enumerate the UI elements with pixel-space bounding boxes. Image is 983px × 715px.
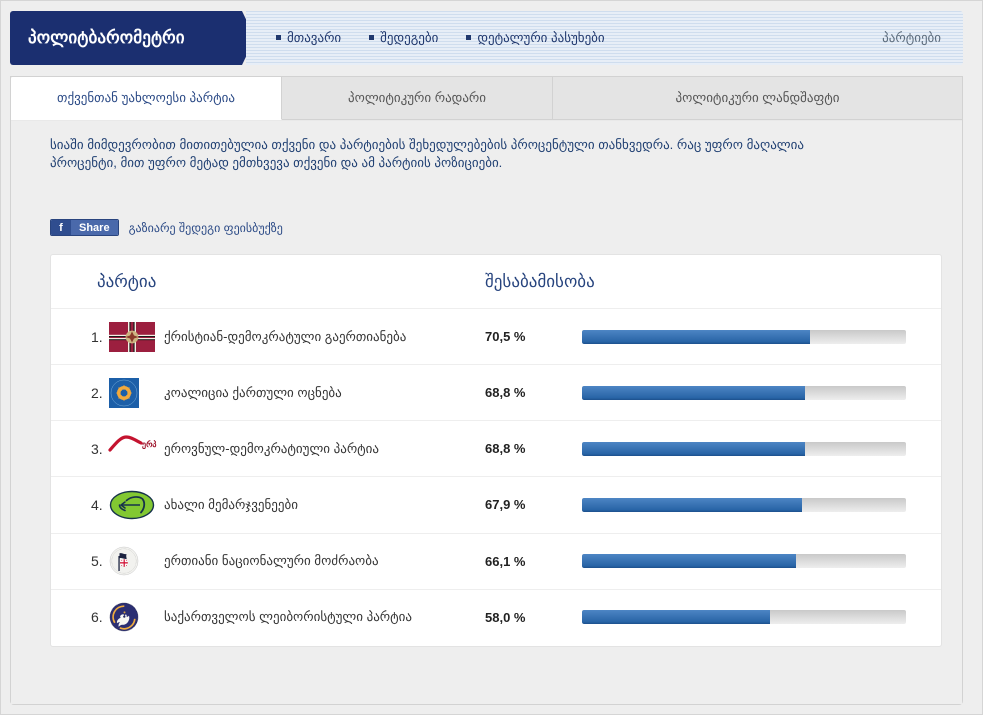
svg-text:ერპ: ერპ bbox=[142, 440, 157, 450]
